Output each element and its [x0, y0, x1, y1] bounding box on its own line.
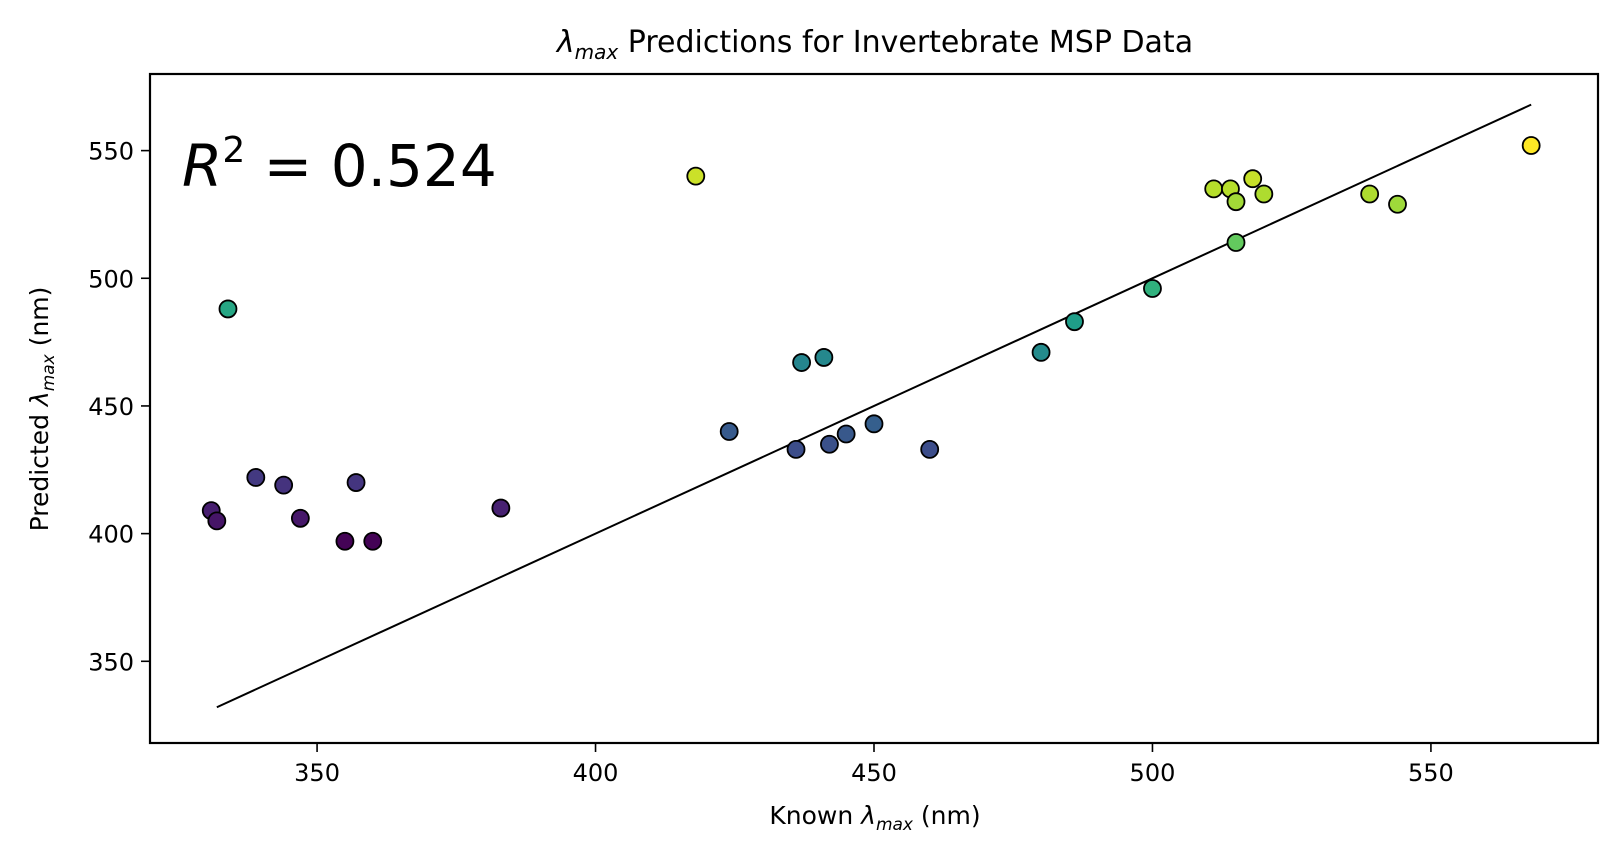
- r-squared-annotation: R2 = 0.524: [182, 130, 497, 200]
- data-point: [836, 424, 856, 444]
- xlabel-subscript: max: [876, 815, 914, 835]
- title-text: Predictions for Invertebrate MSP Data: [618, 25, 1193, 60]
- data-point: [686, 166, 706, 186]
- y-tick-label: 450: [88, 393, 134, 421]
- data-point: [290, 508, 310, 528]
- xlabel-prefix: Known: [769, 801, 861, 830]
- ylabel-symbol: λ: [25, 391, 54, 408]
- data-point: [719, 422, 739, 441]
- data-point: [207, 511, 227, 531]
- data-point: [820, 434, 839, 454]
- data-point: [1388, 194, 1407, 214]
- data-point: [792, 353, 811, 372]
- data-point: [864, 414, 884, 434]
- data-point: [1226, 192, 1246, 212]
- data-point: [814, 348, 834, 367]
- plot-area: 350 400 450 500 550 350 400 450 500 550: [88, 72, 1600, 787]
- data-point: [363, 531, 383, 551]
- data-point: [246, 468, 266, 487]
- ylabel-prefix: Predicted: [25, 406, 54, 531]
- x-tick-label: 350: [294, 759, 340, 787]
- chart-title: λmax Predictions for Invertebrate MSP Da…: [555, 25, 1193, 64]
- x-tick-label: 450: [851, 759, 897, 787]
- x-tick-label: 500: [1130, 759, 1176, 787]
- annotation-variable: R: [182, 132, 222, 200]
- data-point: [920, 439, 940, 459]
- xlabel-symbol: λ: [859, 801, 876, 830]
- ylabel-subscript: max: [39, 353, 59, 391]
- x-tick-label: 400: [573, 759, 619, 787]
- plot-frame: [148, 72, 1600, 745]
- y-tick-label: 500: [88, 265, 134, 293]
- data-point: [786, 439, 806, 459]
- y-tick-label: 350: [88, 648, 134, 676]
- data-point: [1243, 169, 1263, 189]
- xlabel-suffix: (nm): [913, 801, 981, 830]
- data-point: [1360, 184, 1380, 204]
- ylabel-suffix: (nm): [25, 287, 54, 355]
- reference-line: [216, 103, 1532, 709]
- data-point: [218, 299, 238, 319]
- data-point: [491, 498, 511, 518]
- annotation-text: = 0.524: [245, 132, 497, 200]
- x-axis-label: Known λmax (nm): [769, 801, 980, 835]
- data-point: [1226, 233, 1246, 252]
- data-point: [1031, 342, 1051, 362]
- data-point: [1143, 279, 1162, 298]
- y-tick-label: 550: [88, 138, 134, 166]
- data-point: [1065, 312, 1084, 332]
- data-point: [1521, 136, 1541, 155]
- data-point: [335, 531, 355, 551]
- y-tick-label: 400: [88, 521, 134, 549]
- y-axis-label: Predicted λmax (nm): [25, 287, 59, 532]
- title-symbol: λ: [555, 25, 575, 60]
- data-point: [1204, 179, 1224, 199]
- data-point: [1254, 184, 1274, 204]
- data-point: [274, 475, 294, 495]
- data-point: [346, 473, 366, 492]
- title-subscript: max: [575, 40, 619, 64]
- annotation-exponent: 2: [222, 130, 245, 171]
- x-tick-label: 550: [1408, 759, 1454, 787]
